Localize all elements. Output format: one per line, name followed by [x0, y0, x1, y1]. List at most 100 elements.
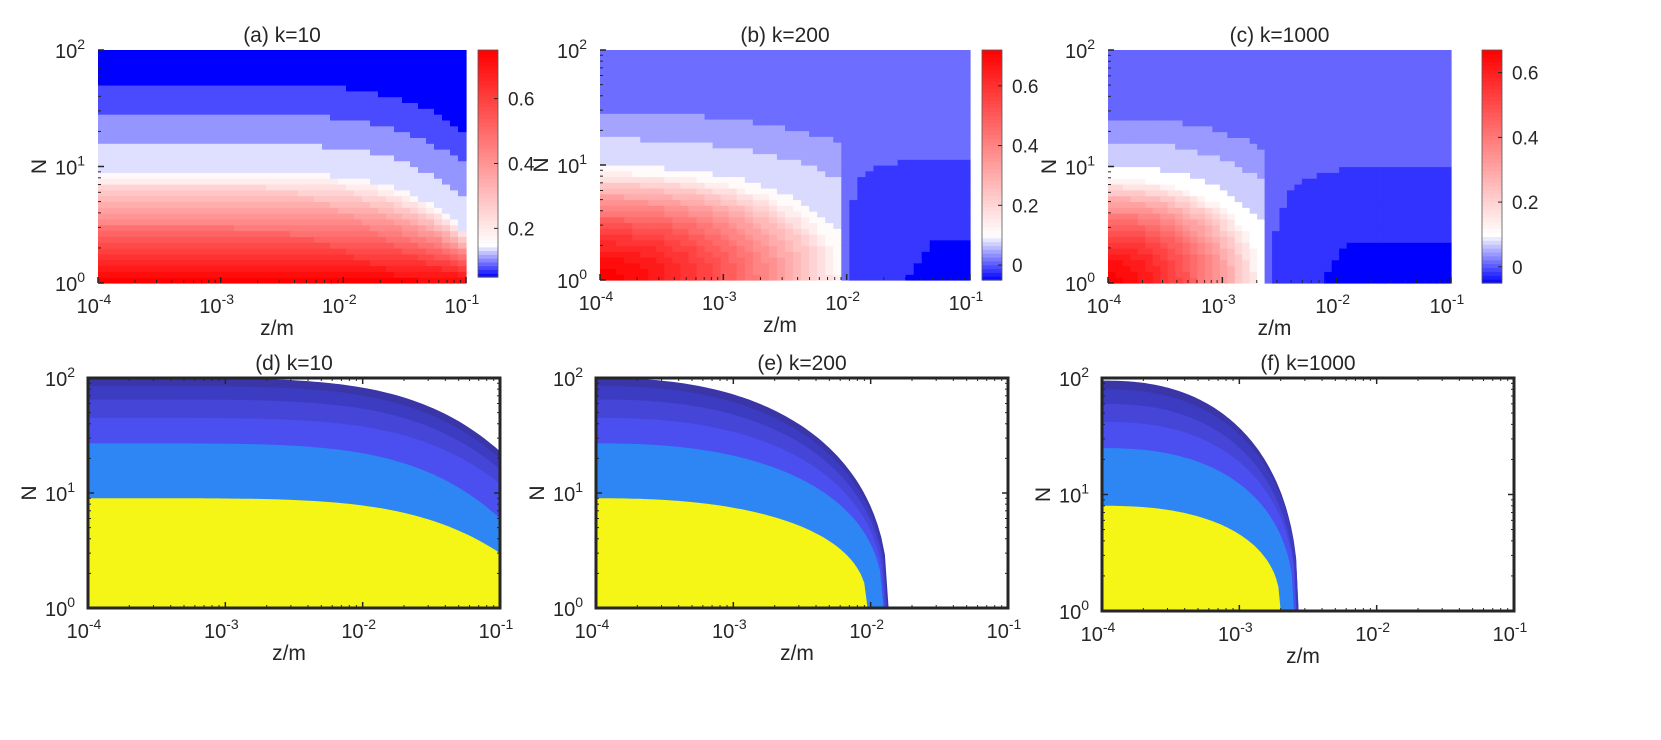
heatmap-cell — [841, 73, 850, 80]
heatmap-cell — [616, 90, 625, 97]
heatmap-cell — [1190, 149, 1199, 156]
heatmap-cell — [274, 224, 283, 232]
heatmap-cell — [1204, 207, 1213, 214]
heatmap-cell — [704, 222, 714, 229]
heatmap-cell — [696, 257, 706, 264]
heatmap-cell — [881, 119, 891, 126]
heatmap-cell — [664, 55, 673, 63]
heatmap-cell — [1175, 143, 1184, 150]
heatmap-cell — [1249, 178, 1258, 185]
heatmap-cell — [146, 137, 155, 144]
heatmap-cell — [817, 211, 826, 218]
heatmap-cell — [809, 193, 818, 201]
heatmap-cell — [1227, 259, 1236, 267]
heatmap-cell — [274, 213, 283, 220]
heatmap-cell — [266, 84, 275, 92]
heatmap-cell — [632, 55, 641, 63]
heatmap-cell — [394, 154, 403, 162]
heatmap-cell — [106, 143, 115, 150]
heatmap-cell — [793, 251, 802, 258]
heatmap-cell — [1137, 102, 1146, 109]
heatmap-cell — [785, 262, 794, 270]
heatmap-cell — [1249, 137, 1258, 144]
heatmap-cell — [178, 119, 187, 127]
heatmap-cell — [1167, 271, 1176, 278]
heatmap-cell — [98, 248, 107, 255]
heatmap-cell — [194, 149, 203, 156]
heatmap-cell — [1234, 96, 1243, 104]
heatmap-cell — [833, 90, 842, 97]
heatmap-cell — [680, 170, 690, 178]
heatmap-cell — [314, 90, 323, 98]
heatmap-cell — [1115, 189, 1124, 197]
heatmap-cell — [712, 245, 722, 252]
heatmap-cell — [961, 107, 971, 114]
heatmap-cell — [905, 251, 915, 258]
heatmap-cell — [624, 205, 633, 212]
heatmap-cell — [849, 61, 858, 68]
heatmap-cell — [776, 142, 786, 149]
colorbar-swatch — [982, 76, 1002, 82]
heatmap-cell — [306, 195, 315, 203]
heatmap-cell — [1219, 149, 1228, 156]
heatmap-cell — [1167, 73, 1176, 80]
heatmap-cell — [688, 251, 698, 258]
heatmap-cell — [817, 119, 826, 126]
heatmap-cell — [680, 61, 690, 68]
heatmap-cell — [841, 165, 850, 172]
heatmap-cell — [961, 170, 971, 178]
heatmap-cell — [913, 245, 923, 252]
heatmap-cell — [704, 73, 714, 80]
heatmap-cell — [1249, 213, 1258, 220]
heatmap-cell — [768, 216, 778, 224]
heatmap-cell — [426, 61, 435, 69]
heatmap-cell — [418, 183, 427, 191]
heatmap-cell — [1286, 213, 1296, 220]
heatmap-cell — [1152, 143, 1161, 150]
heatmap-cell — [672, 153, 682, 160]
heatmap-cell — [1204, 160, 1213, 168]
heatmap-cell — [881, 107, 891, 114]
heatmap-cell — [314, 149, 323, 156]
heatmap-cell — [210, 236, 219, 243]
heatmap-cell — [442, 143, 451, 150]
heatmap-cell — [728, 211, 738, 218]
heatmap-cell — [1219, 96, 1228, 104]
heatmap-cell — [1294, 172, 1303, 179]
heatmap-cell — [1219, 166, 1228, 173]
heatmap-cell — [841, 124, 850, 132]
heatmap-cell — [266, 50, 275, 57]
heatmap-cell — [442, 84, 451, 92]
heatmap-cell — [953, 73, 963, 80]
heatmap-cell — [98, 50, 107, 57]
heatmap-cell — [1182, 201, 1191, 208]
heatmap-cell — [106, 201, 115, 208]
heatmap-cell — [282, 236, 291, 243]
heatmap-cell — [1145, 218, 1154, 226]
heatmap-cell — [298, 224, 307, 232]
heatmap-cell — [929, 130, 939, 137]
heatmap-cell — [458, 73, 467, 80]
heatmap-cell — [258, 213, 267, 220]
heatmap-cell — [905, 78, 915, 86]
heatmap-cell — [881, 130, 891, 137]
heatmap-cell — [1197, 207, 1206, 214]
heatmap-cell — [825, 50, 834, 57]
heatmap-cell — [242, 183, 251, 191]
heatmap-cell — [937, 142, 947, 149]
heatmap-cell — [98, 125, 107, 133]
heatmap-cell — [226, 79, 235, 86]
heatmap-cell — [616, 245, 625, 252]
heatmap-cell — [1279, 230, 1288, 237]
heatmap-cell — [616, 274, 625, 281]
heatmap-cell — [1167, 166, 1176, 173]
heatmap-cell — [1190, 166, 1199, 173]
heatmap-cell — [442, 230, 451, 237]
heatmap-cell — [178, 224, 187, 232]
heatmap-cell — [728, 84, 738, 91]
heatmap-cell — [833, 61, 842, 68]
heatmap-cell — [945, 107, 955, 114]
heatmap-cell — [712, 78, 722, 86]
heatmap-cell — [386, 131, 395, 138]
heatmap-cell — [250, 166, 259, 173]
